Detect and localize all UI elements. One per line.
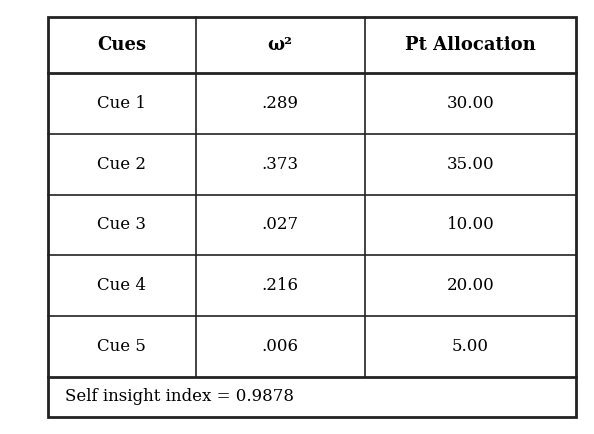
Text: .006: .006 [261,338,299,355]
Bar [48,17,576,417]
Text: ω²: ω² [268,36,293,54]
Text: 5.00: 5.00 [452,338,489,355]
Text: Cues: Cues [97,36,146,54]
Text: .289: .289 [261,95,299,112]
Text: 35.00: 35.00 [447,156,494,173]
Text: .027: .027 [261,217,299,233]
Text: 20.00: 20.00 [447,277,494,294]
Text: 30.00: 30.00 [447,95,494,112]
Text: Pt Allocation: Pt Allocation [405,36,536,54]
Text: Self insight index = 0.9878: Self insight index = 0.9878 [65,388,295,405]
Text: Cue 1: Cue 1 [97,95,146,112]
Text: .216: .216 [261,277,299,294]
Text: 10.00: 10.00 [447,217,494,233]
Text: Cue 5: Cue 5 [97,338,146,355]
Text: Cue 3: Cue 3 [97,217,146,233]
Text: Cue 2: Cue 2 [97,156,146,173]
Text: Cue 4: Cue 4 [97,277,146,294]
Text: .373: .373 [261,156,299,173]
